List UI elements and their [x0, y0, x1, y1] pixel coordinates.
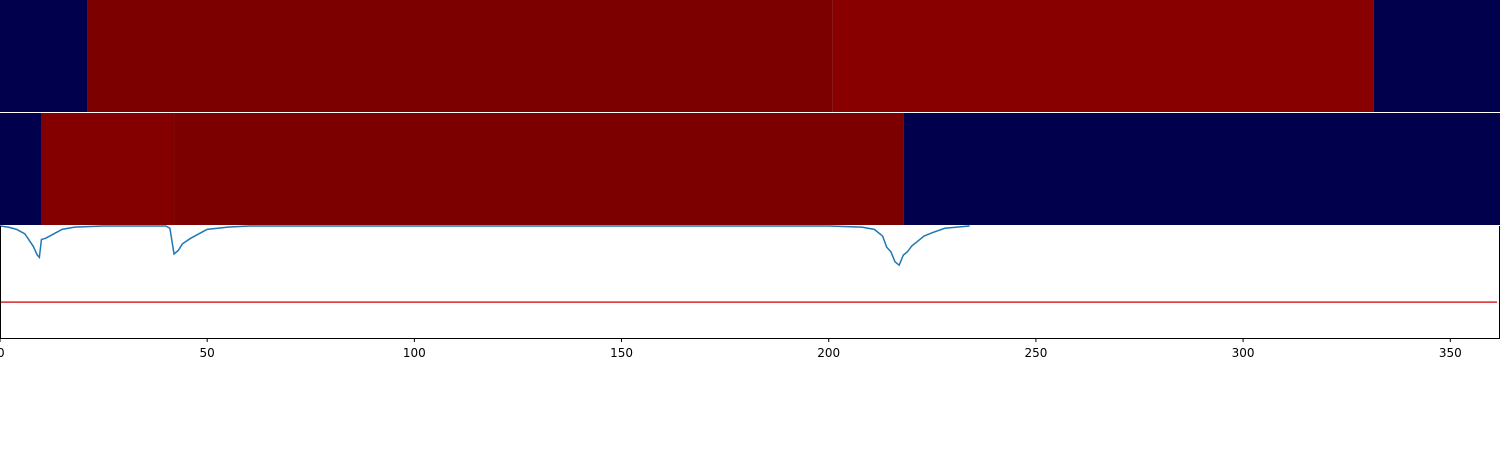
x-tick-label: 350: [1439, 346, 1462, 360]
x-tick-label: 150: [610, 346, 633, 360]
x-tick-label: 100: [403, 346, 426, 360]
track-2-segment-3: [174, 113, 904, 225]
track-separator: [0, 112, 1500, 113]
x-tick-label: 300: [1232, 346, 1255, 360]
track-2: [0, 113, 1500, 225]
track-1: [0, 0, 1500, 112]
x-axis: 0 50 100 150 200 250 300 350: [0, 338, 1500, 360]
track-2-segment-2: [41, 113, 175, 225]
track-1-segment-2: [87, 0, 833, 112]
track-1-segment-3: [832, 0, 1374, 112]
track-2-segment-4: [903, 113, 1500, 225]
x-tick-label: 250: [1024, 346, 1047, 360]
signal-line: [0, 225, 970, 267]
heatmap-tracks: [0, 0, 1500, 225]
x-tick-label: 50: [200, 346, 215, 360]
track-2-segment-1: [0, 113, 42, 225]
signal-background: [0, 226, 1500, 338]
x-tick-label: 200: [817, 346, 840, 360]
signal-panel: [0, 225, 1500, 338]
track-1-segment-4: [1373, 0, 1500, 112]
track-1-segment-1: [0, 0, 88, 112]
x-tick-label: 0: [0, 346, 5, 360]
